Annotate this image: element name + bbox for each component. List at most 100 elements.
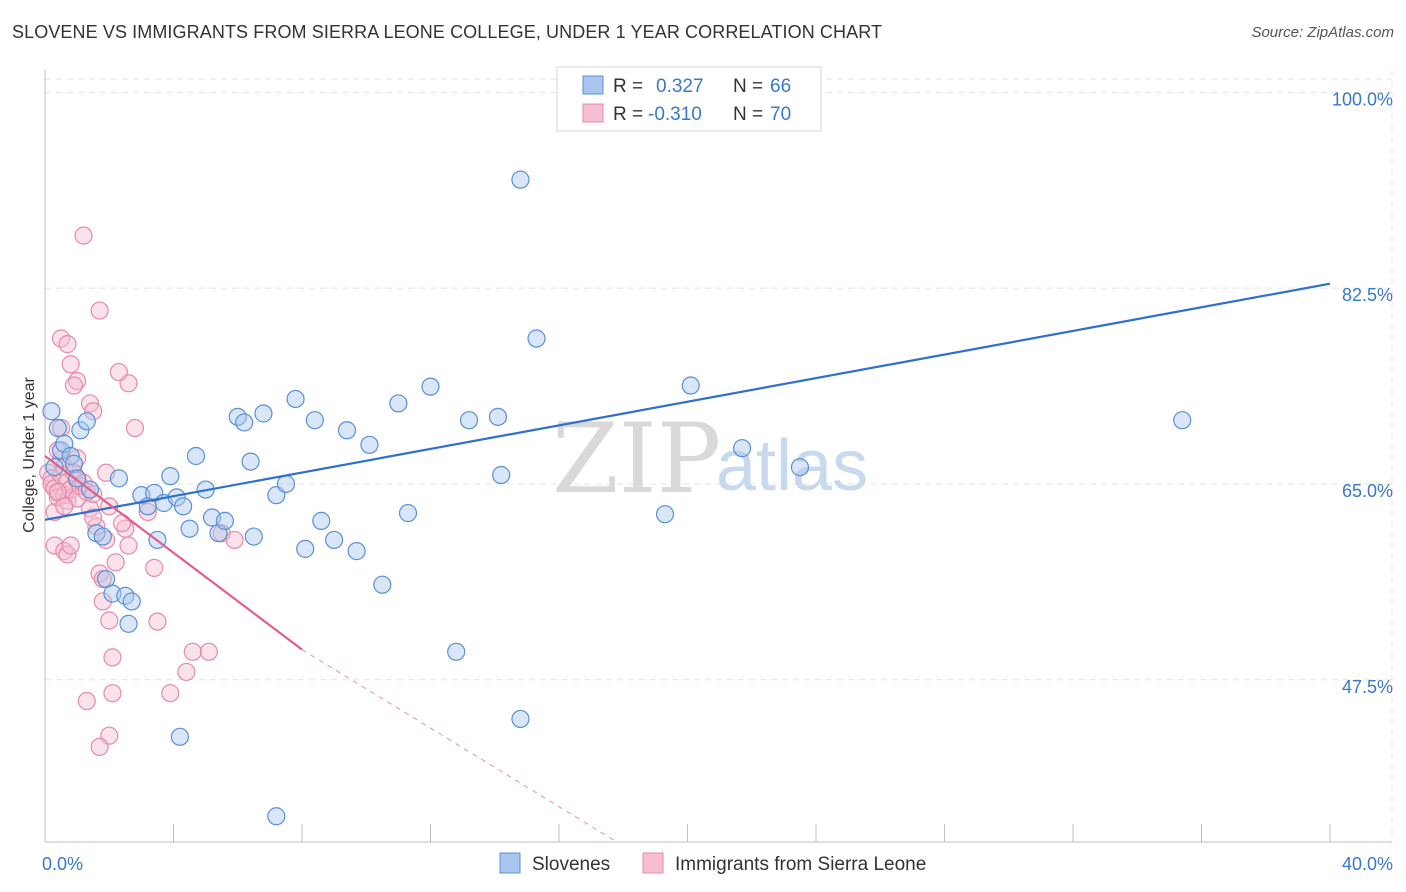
point-sierra-leone-57 xyxy=(183,642,202,661)
point-slovenes-55 xyxy=(492,465,511,485)
point-sierra-leone-38 xyxy=(61,536,80,555)
point-sierra-leone-63 xyxy=(103,684,122,703)
series-sierra-leone-points xyxy=(39,226,244,756)
point-slovenes-15 xyxy=(109,469,128,488)
legend-n-value-slovenes: 66 xyxy=(770,76,791,97)
point-sierra-leone-69 xyxy=(109,362,128,382)
point-slovenes-48 xyxy=(373,575,392,594)
chart-source: Source: ZipAtlas.com xyxy=(1251,24,1394,41)
point-slovenes-32 xyxy=(215,511,234,530)
point-slovenes-65 xyxy=(267,807,286,826)
y-tick-label-2: 65.0% xyxy=(1342,481,1393,501)
point-slovenes-50 xyxy=(398,503,418,523)
y-tick-label-3: 47.5% xyxy=(1342,677,1393,697)
point-slovenes-52 xyxy=(459,411,479,430)
point-slovenes-42 xyxy=(305,411,324,430)
point-sierra-leone-30 xyxy=(84,402,103,421)
point-slovenes-63 xyxy=(1173,411,1192,430)
point-slovenes-17 xyxy=(119,614,138,633)
legend-swatch-sierra-leone xyxy=(582,103,604,123)
trend-lines xyxy=(44,282,1331,843)
point-slovenes-9 xyxy=(77,412,96,431)
point-slovenes-36 xyxy=(244,527,263,546)
legend-n-label-slovenes: N = xyxy=(733,76,763,97)
legend-r-value-slovenes: 0.327 xyxy=(656,76,704,97)
point-slovenes-28 xyxy=(186,446,206,466)
point-sierra-leone-55 xyxy=(161,684,180,703)
legend-n-value-sierra-leone: 70 xyxy=(770,104,791,125)
point-slovenes-18 xyxy=(122,592,141,611)
point-slovenes-40 xyxy=(286,389,305,409)
point-slovenes-54 xyxy=(488,407,508,426)
legend-r-value-sierra-leone: -0.310 xyxy=(648,104,702,125)
point-slovenes-56 xyxy=(511,170,530,189)
point-sierra-leone-23 xyxy=(74,226,93,245)
legend-bottom-swatch-slovenes xyxy=(499,852,521,874)
point-slovenes-0 xyxy=(42,402,61,421)
point-slovenes-62 xyxy=(790,458,810,477)
point-slovenes-35 xyxy=(241,452,260,471)
x-tick-label-0: 0.0% xyxy=(42,854,83,874)
point-sierra-leone-43 xyxy=(100,611,119,630)
point-sierra-leone-61 xyxy=(77,691,96,711)
legend-r-label-sierra-leone: R = xyxy=(613,104,643,125)
point-sierra-leone-46 xyxy=(106,553,125,572)
trend-line-sierra-leone xyxy=(44,455,303,651)
point-sierra-leone-56 xyxy=(177,662,196,682)
point-slovenes-59 xyxy=(655,505,675,524)
point-sierra-leone-35 xyxy=(45,536,64,555)
point-slovenes-26 xyxy=(174,497,193,516)
point-slovenes-27 xyxy=(180,519,199,538)
legend-stats-box: R = 0.327 N = 66 R = -0.310 N = 70 xyxy=(556,66,822,132)
point-slovenes-45 xyxy=(337,421,357,440)
legend-bottom-swatch-sierra-leone xyxy=(642,852,664,874)
point-slovenes-37 xyxy=(254,404,273,423)
point-sierra-leone-26 xyxy=(61,355,80,374)
point-slovenes-6 xyxy=(64,454,84,473)
point-slovenes-47 xyxy=(360,435,379,454)
point-slovenes-1 xyxy=(48,418,67,438)
watermark-zip: ZIP xyxy=(552,403,721,515)
trend-line-slovenes xyxy=(44,282,1331,521)
point-slovenes-49 xyxy=(389,394,408,413)
point-slovenes-58 xyxy=(511,709,530,729)
legend-bottom-label-slovenes: Slovenes xyxy=(532,854,610,875)
point-slovenes-61 xyxy=(733,439,752,458)
point-sierra-leone-67 xyxy=(55,497,74,516)
point-slovenes-46 xyxy=(347,542,366,561)
point-sierra-leone-40 xyxy=(84,508,103,527)
point-sierra-leone-54 xyxy=(148,612,167,631)
point-slovenes-41 xyxy=(296,539,315,558)
point-sierra-leone-52 xyxy=(138,502,157,522)
point-sierra-leone-47 xyxy=(119,536,138,555)
point-sierra-leone-25 xyxy=(58,335,77,354)
trend-line-sierra-leone-extension xyxy=(301,649,618,843)
point-sierra-leone-60 xyxy=(225,530,244,550)
point-sierra-leone-53 xyxy=(145,558,164,577)
point-sierra-leone-62 xyxy=(103,648,122,667)
legend-swatch-slovenes xyxy=(582,75,604,95)
point-sierra-leone-28 xyxy=(64,376,84,395)
legend-r-label-slovenes: R = xyxy=(613,76,643,97)
y-tick-label-1: 82.5% xyxy=(1342,285,1393,305)
point-sierra-leone-51 xyxy=(125,418,145,438)
point-slovenes-39 xyxy=(276,474,296,494)
point-slovenes-64 xyxy=(170,727,190,746)
point-slovenes-24 xyxy=(161,467,180,486)
point-slovenes-43 xyxy=(312,511,331,530)
point-slovenes-12 xyxy=(93,527,112,546)
point-slovenes-8 xyxy=(71,421,90,440)
point-slovenes-57 xyxy=(527,329,546,348)
point-slovenes-51 xyxy=(421,377,440,396)
point-slovenes-2 xyxy=(45,458,64,477)
legend-n-label-sierra-leone: N = xyxy=(733,104,763,125)
watermark: ZIP atlas xyxy=(552,403,868,515)
point-sierra-leone-65 xyxy=(90,737,109,756)
y-axis-label: College, Under 1 year xyxy=(21,377,38,533)
point-slovenes-60 xyxy=(681,376,700,395)
point-sierra-leone-32 xyxy=(96,530,116,550)
point-sierra-leone-58 xyxy=(199,642,218,661)
legend-bottom-label-sierra-leone: Immigrants from Sierra Leone xyxy=(675,854,926,875)
point-slovenes-34 xyxy=(235,413,254,432)
